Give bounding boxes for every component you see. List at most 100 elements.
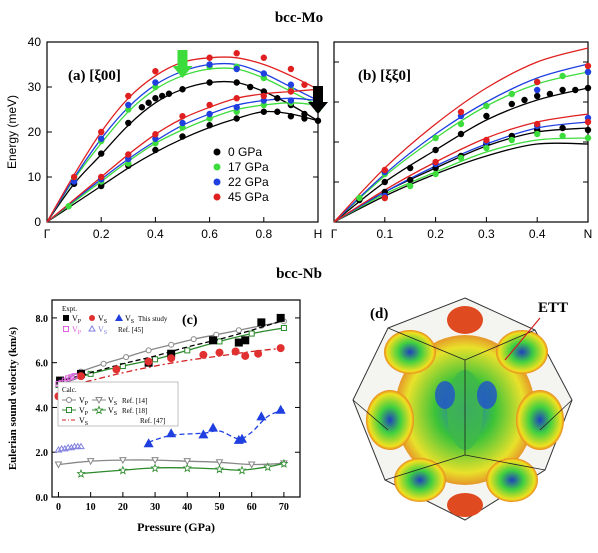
data-point [584, 126, 592, 134]
legend-label: Ref. [45] [118, 326, 143, 334]
dispersion-curve [333, 63, 589, 223]
dispersion-curve [333, 113, 589, 223]
data-point [98, 182, 105, 190]
panel-c-sound-velocity: 0.0 2.0 4.0 6.0 8.0 0 10 20 30 40 50 60 70 Pressure (… [7, 299, 301, 534]
data-point [546, 90, 554, 98]
data-point [76, 372, 85, 381]
data-point [241, 351, 250, 360]
data-point [260, 108, 267, 115]
legend-marker [213, 178, 221, 186]
data-point [274, 108, 281, 115]
data-point [233, 108, 240, 115]
x-tick-label: 70 [279, 502, 289, 513]
data-point [381, 178, 388, 186]
data-point [287, 97, 295, 104]
data-point [70, 178, 78, 185]
title-bcc-nb: bcc-Nb [276, 266, 322, 282]
x-tick-label: 50 [214, 502, 224, 513]
x-tick-label: 20 [118, 502, 128, 513]
data-point [152, 135, 159, 142]
legend-subscript: P [85, 401, 89, 407]
curve-marker [94, 405, 104, 415]
data-point [260, 97, 267, 104]
curve-marker [214, 464, 225, 474]
data-point [166, 428, 177, 438]
y-tick-label: 2.0 [36, 448, 49, 459]
dispersion-curve [333, 127, 589, 223]
y-tick-label: 10 [28, 170, 42, 184]
data-point [508, 100, 515, 108]
data-point [483, 102, 490, 110]
plot-frame [51, 299, 301, 498]
legend-label: VP [72, 314, 82, 325]
y-tick-label: 40 [28, 35, 42, 49]
data-point [68, 374, 75, 381]
curve-marker [279, 458, 289, 468]
dispersion-curve [333, 71, 589, 223]
data-point [63, 315, 69, 321]
data-point [152, 146, 159, 154]
data-point [206, 110, 213, 118]
data-point [407, 182, 414, 190]
data-point [125, 160, 132, 167]
data-point [274, 95, 281, 102]
data-point [98, 135, 105, 142]
data-point [301, 81, 308, 88]
legend-label: VS [108, 406, 117, 417]
data-point [356, 194, 363, 202]
data-point [508, 90, 515, 98]
legend-label: Ref. [14] [122, 397, 147, 405]
data-point [276, 313, 285, 322]
curve-marker [66, 397, 72, 403]
arrow-marker [308, 86, 328, 114]
data-point [231, 347, 240, 356]
legend-marker [213, 163, 221, 171]
data-point [254, 349, 263, 358]
curve-marker [87, 370, 94, 377]
data-point [77, 442, 85, 450]
curve-marker [263, 462, 273, 472]
y-tick-label: 0.0 [36, 493, 49, 504]
legend-label: Ref. [18] [122, 407, 147, 415]
x-tick-label: 0.3 [478, 227, 495, 241]
x-tick-label: Γ [44, 227, 51, 241]
x-tick-label: 0.4 [529, 227, 546, 241]
data-point [144, 357, 153, 366]
curve-marker [145, 347, 152, 354]
y-tick-label: 4.0 [36, 403, 49, 414]
legend-label: VP [79, 406, 89, 417]
data-point [152, 140, 159, 147]
x-axis-label: Pressure (GPa) [137, 520, 215, 534]
legend-label: VP [79, 396, 89, 407]
curve-marker [183, 458, 192, 466]
curve-marker [119, 457, 127, 465]
ett-pointer [504, 317, 541, 361]
y-tick-label: 6.0 [36, 359, 49, 370]
data-point [152, 83, 159, 91]
x-tick-label: 0 [56, 502, 61, 513]
panel-b-phonon-dispersion: Γ 0.1 0.2 0.3 0.4 N (b) [ξξ0] [331, 41, 592, 241]
data-point [112, 365, 121, 374]
data-point [381, 194, 388, 202]
data-point [208, 422, 219, 432]
legend-subscript: P [85, 411, 89, 417]
data-point [167, 354, 176, 363]
data-point [407, 164, 414, 172]
x-tick-label: 0.4 [147, 227, 164, 241]
data-point [206, 122, 213, 129]
curve-marker [86, 458, 95, 466]
data-point [145, 99, 152, 106]
data-point [199, 350, 208, 359]
data-point [260, 101, 267, 109]
curve-marker [215, 459, 224, 467]
legend-marker [213, 193, 221, 201]
data-point [559, 132, 566, 140]
data-point [483, 144, 490, 152]
data-point [125, 101, 132, 109]
data-point [209, 336, 218, 345]
arrow-marker [172, 50, 193, 78]
legend-label: This study [138, 315, 168, 323]
data-point [260, 92, 267, 100]
ett-label: ETT [538, 300, 568, 316]
data-point [234, 338, 243, 347]
